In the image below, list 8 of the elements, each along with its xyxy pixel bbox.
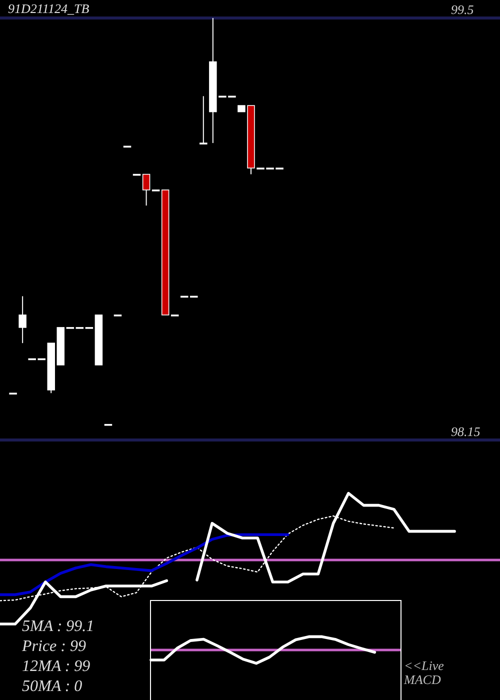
- text: <<Live MACD: [403, 658, 444, 687]
- annotation: 5MA : 99.1: [22, 618, 94, 635]
- text: 50MA : 0: [22, 678, 82, 695]
- text: 12MA : 99: [22, 658, 90, 675]
- chart-title: 91D211124_TB: [8, 1, 90, 16]
- text: Price : 99: [21, 638, 86, 655]
- y-tick-label: 99.5: [451, 2, 474, 17]
- y-tick-label: 98.15: [451, 424, 481, 439]
